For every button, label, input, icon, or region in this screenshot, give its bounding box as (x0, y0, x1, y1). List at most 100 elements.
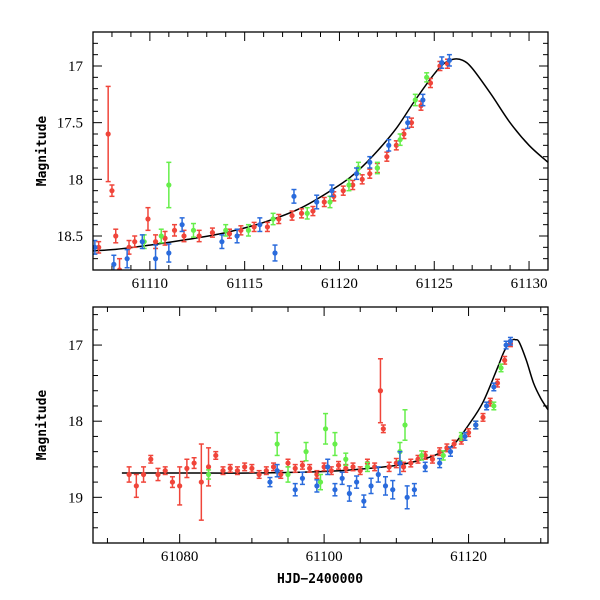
red-point (270, 464, 277, 470)
blue-point (179, 222, 185, 228)
green-point (245, 227, 252, 233)
x-tick-label: 61115 (226, 276, 262, 292)
red-point (357, 468, 363, 474)
green-point (412, 97, 418, 103)
red-point (292, 465, 298, 471)
blue-series (93, 53, 453, 270)
red-point (494, 380, 501, 386)
blue-point (422, 464, 428, 470)
red-point (264, 224, 271, 230)
red-series (126, 339, 514, 521)
bottom-panel-model-layer (121, 338, 548, 474)
red-point (359, 176, 365, 182)
blue-point (375, 471, 381, 478)
x-axis-label: HJD−2400000 (277, 572, 363, 587)
blue-point (361, 498, 367, 504)
blue-point (437, 460, 443, 466)
red-point (227, 465, 233, 471)
red-point (205, 464, 212, 470)
red-point (314, 471, 320, 478)
red-point (152, 239, 159, 245)
red-point (162, 235, 168, 241)
bottom-panel-ticks (93, 307, 548, 544)
red-point (148, 456, 154, 462)
blue-point (93, 244, 98, 250)
top-panel-frame (92, 31, 549, 271)
red-point (487, 399, 493, 405)
red-point (196, 233, 202, 239)
red-point (276, 216, 282, 222)
green-point (343, 456, 349, 462)
green-point (223, 227, 229, 233)
red-point (96, 244, 102, 250)
red-point (213, 452, 219, 459)
blue-point (473, 422, 479, 428)
green-point (304, 210, 310, 216)
model-curve (121, 338, 548, 474)
bottom-panel-tick-labels: 61080 61100 61120 17 18 19 (68, 338, 487, 565)
red-point (126, 471, 132, 478)
green-point (274, 441, 280, 447)
red-point (367, 171, 373, 177)
red-point (343, 465, 349, 471)
green-point (424, 74, 430, 80)
red-point (415, 456, 421, 462)
red-point (289, 213, 295, 219)
red-point (299, 462, 306, 468)
red-point (234, 468, 241, 474)
red-point (209, 230, 216, 236)
red-point (340, 188, 346, 194)
y-tick-label: 18 (68, 172, 83, 188)
red-point (226, 231, 233, 237)
red-point (249, 465, 255, 471)
blue-point (291, 193, 297, 199)
top-panel-ticks (92, 31, 549, 271)
red-point (105, 131, 111, 137)
red-point (242, 464, 248, 470)
x-tick-label: 61110 (132, 276, 168, 292)
top-panel-points-layer (93, 53, 453, 270)
blue-point (354, 479, 360, 485)
red-point (480, 414, 486, 420)
red-point (393, 142, 399, 148)
y-tick-label: 17 (68, 59, 84, 75)
blue-point (405, 120, 411, 126)
blue-point (503, 342, 509, 348)
x-tick-label: 61100 (306, 549, 343, 565)
x-tick-label: 61125 (416, 276, 453, 292)
blue-point (411, 487, 417, 493)
red-point (181, 233, 187, 239)
x-tick-label: 61130 (511, 276, 548, 292)
green-point (332, 441, 338, 447)
x-tick-label: 61080 (161, 549, 199, 565)
blue-point (257, 222, 263, 228)
red-point (328, 468, 334, 474)
blue-point (420, 97, 426, 103)
blue-point (507, 338, 514, 344)
red-point (350, 182, 356, 188)
red-point (256, 471, 262, 478)
red-point (400, 464, 407, 470)
red-point (422, 452, 428, 459)
blue-point (397, 460, 403, 466)
red-point (408, 120, 415, 126)
y-tick-label: 18.5 (57, 229, 83, 245)
green-point (440, 452, 446, 459)
blue-point (382, 483, 389, 489)
blue-point (325, 464, 331, 470)
blue-point (390, 487, 396, 493)
red-point (444, 445, 450, 451)
blue-point (386, 142, 392, 148)
red-point (393, 460, 399, 466)
red-point (140, 471, 147, 478)
green-point (205, 471, 212, 478)
blue-point (314, 199, 320, 205)
blue-point (234, 233, 240, 239)
top-panel: 61110 61115 61120 61125 61130 17 17.5 18 18.5 Ma… (35, 31, 549, 292)
blue-point (124, 256, 130, 262)
blue-point (339, 475, 345, 481)
y-tick-label: 19 (68, 490, 83, 506)
green-point (190, 227, 197, 233)
red-point (384, 154, 390, 160)
y-tick-label: 17 (68, 338, 84, 354)
